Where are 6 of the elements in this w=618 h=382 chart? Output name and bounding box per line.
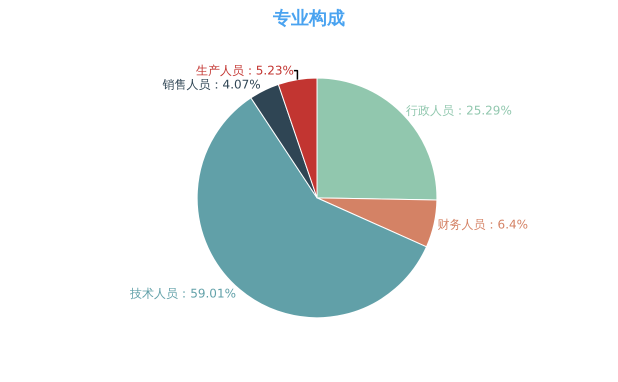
slice-label: 财务人员：6.4%: [438, 217, 528, 232]
slice-label: 行政人员：25.29%: [406, 103, 512, 118]
slice-label: 技术人员：59.01%: [129, 286, 236, 300]
chart-title: 专业构成: [272, 8, 345, 30]
slice-label: 销售人员：4.07%: [162, 78, 261, 92]
slice-label: 生产人员：5.23%: [196, 64, 294, 78]
